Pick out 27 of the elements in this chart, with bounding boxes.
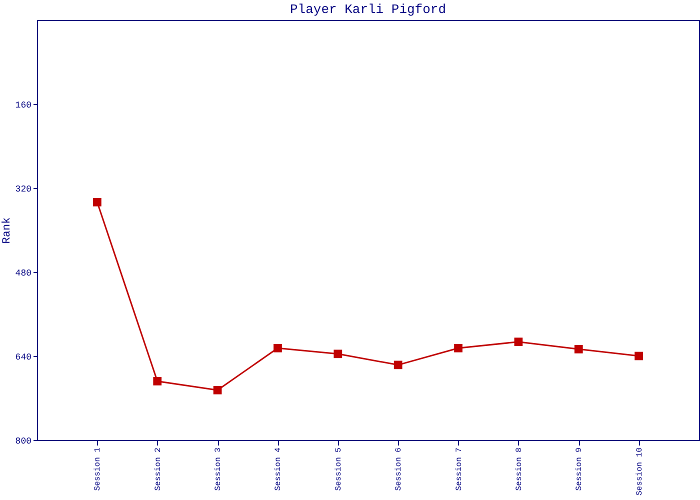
x-tick-label: Session 10 — [635, 447, 644, 496]
x-tick-label: Session 6 — [394, 447, 404, 491]
point — [274, 344, 282, 352]
x-tick-label: Session 1 — [94, 447, 103, 491]
point — [454, 344, 462, 352]
y-tick-label: 160 — [15, 100, 32, 110]
x-tick-label: Session 8 — [514, 447, 524, 491]
point — [574, 344, 583, 354]
chart-title: Player Karli Pigford — [290, 2, 446, 17]
y-tick-label: 320 — [15, 184, 32, 194]
x-tick-label: Session 2 — [154, 447, 163, 491]
point — [213, 386, 222, 394]
x-tick-label: Session 3 — [214, 447, 224, 491]
point — [634, 352, 643, 360]
y-tick-label: 480 — [15, 268, 32, 278]
y-tick-label: 800 — [15, 436, 32, 446]
point — [153, 377, 162, 386]
x-tick-label: Session 4 — [274, 447, 284, 491]
x-tick-label: Session 9 — [575, 447, 584, 491]
point — [514, 338, 523, 346]
point — [93, 198, 102, 206]
x-tick-label: Session 7 — [454, 447, 464, 491]
y-tick-label: 640 — [15, 352, 32, 362]
x-tick-label: Session 5 — [334, 447, 344, 491]
y-axis-title: Rank — [1, 216, 14, 244]
point — [394, 360, 402, 370]
point — [334, 350, 342, 358]
